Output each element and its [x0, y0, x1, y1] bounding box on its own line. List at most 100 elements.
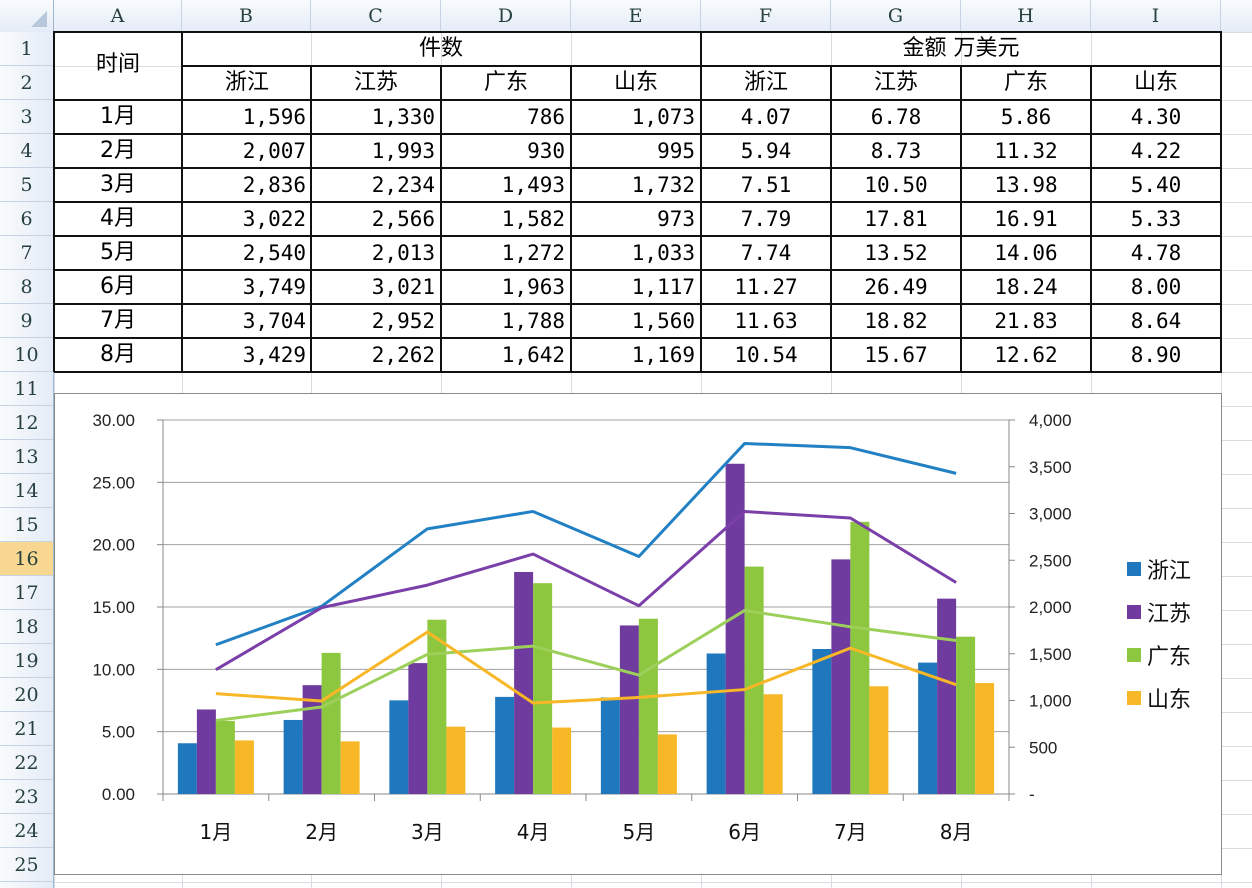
count-cell[interactable]: 1,596 [242, 105, 306, 129]
province-header[interactable]: 广东 [483, 70, 528, 95]
count-cell[interactable]: 2,540 [242, 241, 306, 265]
column-header-b[interactable]: B [182, 0, 311, 32]
count-cell[interactable]: 2,234 [371, 173, 435, 197]
month-cell[interactable]: 6月 [100, 274, 136, 299]
time-header[interactable]: 时间 [95, 52, 140, 77]
amount-cell[interactable]: 16.91 [994, 207, 1058, 231]
row-header-20[interactable]: 20 [0, 678, 53, 712]
month-cell[interactable]: 3月 [100, 172, 136, 197]
row-header-8[interactable]: 8 [0, 270, 53, 304]
count-cell[interactable]: 1,963 [501, 275, 565, 299]
amount-cell[interactable]: 5.40 [1130, 173, 1182, 197]
province-header[interactable]: 山东 [613, 70, 658, 95]
row-header-10[interactable]: 10 [0, 338, 53, 372]
count-cell[interactable]: 2,262 [371, 343, 435, 367]
count-cell[interactable]: 1,117 [631, 275, 695, 299]
row-header-2[interactable]: 2 [0, 66, 53, 100]
count-cell[interactable]: 1,073 [631, 105, 695, 129]
amount-cell[interactable]: 11.63 [734, 309, 798, 333]
row-header-5[interactable]: 5 [0, 168, 53, 202]
count-cell[interactable]: 995 [657, 139, 695, 163]
row-header-13[interactable]: 13 [0, 440, 53, 474]
count-cell[interactable]: 973 [657, 207, 695, 231]
amount-cell[interactable]: 11.32 [994, 139, 1058, 163]
month-cell[interactable]: 7月 [100, 308, 136, 333]
province-header[interactable]: 浙江 [743, 70, 788, 95]
amount-cell[interactable]: 17.81 [864, 207, 928, 231]
month-cell[interactable]: 4月 [100, 206, 136, 231]
chart-area[interactable]: 0.00 5.00 10.00 15.00 20.00 25.00 30.00 - 500 1,0… [54, 393, 1222, 875]
amount-cell[interactable]: 4.07 [740, 105, 792, 129]
count-cell[interactable]: 1,169 [631, 343, 695, 367]
row-header-12[interactable]: 12 [0, 406, 53, 440]
province-header[interactable]: 广东 [1003, 70, 1048, 95]
amount-cell[interactable]: 8.00 [1130, 275, 1182, 299]
amount-cell[interactable]: 5.33 [1130, 207, 1182, 231]
column-header-f[interactable]: F [701, 0, 831, 32]
amount-cell[interactable]: 5.94 [740, 139, 792, 163]
row-header-22[interactable]: 22 [0, 746, 53, 780]
amount-cell[interactable]: 10.50 [864, 173, 928, 197]
count-cell[interactable]: 3,022 [242, 207, 306, 231]
month-cell[interactable]: 5月 [100, 240, 136, 265]
amount-cell[interactable]: 13.98 [994, 173, 1058, 197]
count-cell[interactable]: 1,993 [371, 139, 435, 163]
column-header-e[interactable]: E [571, 0, 701, 32]
row-header-24[interactable]: 24 [0, 814, 53, 848]
amount-cell[interactable]: 15.67 [864, 343, 928, 367]
amount-cell[interactable]: 11.27 [734, 275, 798, 299]
count-cell[interactable]: 3,021 [371, 275, 435, 299]
amount-cell[interactable]: 7.79 [740, 207, 792, 231]
column-header-c[interactable]: C [311, 0, 441, 32]
amount-cell[interactable]: 26.49 [864, 275, 928, 299]
province-header[interactable]: 山东 [1133, 70, 1178, 95]
amount-cell[interactable]: 13.52 [864, 241, 928, 265]
count-cell[interactable]: 2,007 [242, 139, 306, 163]
amount-cell[interactable]: 4.78 [1130, 241, 1182, 265]
count-header[interactable]: 件数 [418, 36, 463, 61]
row-header-4[interactable]: 4 [0, 134, 53, 168]
province-header[interactable]: 江苏 [353, 70, 398, 95]
province-header[interactable]: 浙江 [224, 70, 269, 95]
row-header-16[interactable]: 16 [0, 542, 53, 576]
count-cell[interactable]: 1,642 [501, 343, 565, 367]
row-header-7[interactable]: 7 [0, 236, 53, 270]
row-header-23[interactable]: 23 [0, 780, 53, 814]
count-cell[interactable]: 3,704 [242, 309, 306, 333]
amount-cell[interactable]: 4.30 [1130, 105, 1182, 129]
row-header-1[interactable]: 1 [0, 32, 53, 66]
column-header-g[interactable]: G [831, 0, 961, 32]
row-header-21[interactable]: 21 [0, 712, 53, 746]
count-cell[interactable]: 1,272 [501, 241, 565, 265]
amount-header[interactable]: 金额 万美元 [902, 36, 1020, 61]
column-header-d[interactable]: D [441, 0, 571, 32]
amount-cell[interactable]: 8.64 [1130, 309, 1182, 333]
amount-cell[interactable]: 21.83 [994, 309, 1058, 333]
month-cell[interactable]: 1月 [100, 104, 136, 129]
amount-cell[interactable]: 14.06 [994, 241, 1058, 265]
amount-cell[interactable]: 18.82 [864, 309, 928, 333]
count-cell[interactable]: 1,033 [631, 241, 695, 265]
count-cell[interactable]: 1,560 [631, 309, 695, 333]
row-header-18[interactable]: 18 [0, 610, 53, 644]
column-header-h[interactable]: H [961, 0, 1091, 32]
amount-cell[interactable]: 7.51 [740, 173, 792, 197]
count-cell[interactable]: 2,566 [371, 207, 435, 231]
count-cell[interactable]: 1,582 [501, 207, 565, 231]
column-header-i[interactable]: I [1091, 0, 1221, 32]
count-cell[interactable]: 2,836 [242, 173, 306, 197]
select-all-button[interactable] [0, 0, 54, 32]
amount-cell[interactable]: 6.78 [870, 105, 922, 129]
row-header-9[interactable]: 9 [0, 304, 53, 338]
count-cell[interactable]: 786 [527, 105, 565, 129]
row-header-17[interactable]: 17 [0, 576, 53, 610]
province-header[interactable]: 江苏 [873, 70, 918, 95]
column-header-a[interactable]: A [54, 0, 182, 32]
count-cell[interactable]: 2,952 [371, 309, 435, 333]
row-header-25[interactable]: 25 [0, 848, 53, 882]
month-cell[interactable]: 2月 [100, 138, 136, 163]
amount-cell[interactable]: 4.22 [1130, 139, 1182, 163]
count-cell[interactable]: 3,749 [242, 275, 306, 299]
amount-cell[interactable]: 12.62 [994, 343, 1058, 367]
month-cell[interactable]: 8月 [100, 342, 136, 367]
